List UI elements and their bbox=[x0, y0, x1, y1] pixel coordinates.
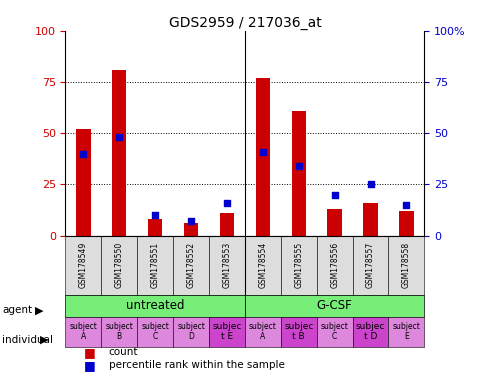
Bar bbox=[244, 317, 280, 347]
Bar bbox=[65, 235, 101, 295]
Point bbox=[151, 212, 159, 218]
Text: subject
C: subject C bbox=[320, 322, 348, 341]
Bar bbox=[388, 317, 424, 347]
Text: GSM178557: GSM178557 bbox=[365, 242, 374, 288]
Text: GSM178553: GSM178553 bbox=[222, 242, 231, 288]
Point bbox=[187, 218, 195, 224]
Point bbox=[115, 134, 123, 140]
Bar bbox=[209, 317, 244, 347]
Bar bbox=[65, 295, 244, 317]
Bar bbox=[244, 235, 280, 295]
Point bbox=[366, 181, 374, 187]
Point bbox=[294, 163, 302, 169]
Text: subject
B: subject B bbox=[105, 322, 133, 341]
Text: GSM178556: GSM178556 bbox=[330, 242, 338, 288]
Bar bbox=[101, 317, 137, 347]
Bar bbox=[76, 129, 91, 235]
Text: ▶: ▶ bbox=[35, 305, 44, 315]
Bar bbox=[209, 235, 244, 295]
Text: GSM178551: GSM178551 bbox=[151, 242, 159, 288]
Text: subject
D: subject D bbox=[177, 322, 205, 341]
Bar bbox=[352, 317, 388, 347]
Point bbox=[258, 149, 266, 155]
Bar bbox=[398, 211, 413, 235]
Bar bbox=[148, 219, 162, 235]
Bar bbox=[280, 317, 316, 347]
Point bbox=[79, 151, 87, 157]
Point bbox=[223, 200, 230, 206]
Bar bbox=[173, 235, 209, 295]
Text: subject
C: subject C bbox=[141, 322, 169, 341]
Text: ■: ■ bbox=[83, 359, 95, 372]
Bar bbox=[219, 213, 234, 235]
Bar bbox=[327, 209, 341, 235]
Bar bbox=[65, 317, 101, 347]
Bar bbox=[255, 78, 270, 235]
Text: ▶: ▶ bbox=[40, 335, 48, 345]
Bar bbox=[363, 203, 377, 235]
Text: GSM178552: GSM178552 bbox=[186, 242, 195, 288]
Text: subject
A: subject A bbox=[248, 322, 276, 341]
Text: count: count bbox=[108, 347, 138, 357]
Text: untreated: untreated bbox=[126, 299, 184, 312]
Bar bbox=[112, 70, 126, 235]
Bar bbox=[316, 235, 352, 295]
Bar bbox=[137, 235, 173, 295]
Text: G-CSF: G-CSF bbox=[316, 299, 352, 312]
Text: individual: individual bbox=[2, 335, 53, 345]
Text: percentile rank within the sample: percentile rank within the sample bbox=[108, 360, 284, 370]
Text: GSM178558: GSM178558 bbox=[401, 242, 410, 288]
Bar bbox=[137, 317, 173, 347]
Text: subjec
t B: subjec t B bbox=[284, 322, 313, 341]
Bar bbox=[291, 111, 305, 235]
Bar bbox=[244, 295, 424, 317]
Text: GSM178549: GSM178549 bbox=[79, 242, 88, 288]
Text: GSM178555: GSM178555 bbox=[294, 242, 302, 288]
Title: GDS2959 / 217036_at: GDS2959 / 217036_at bbox=[168, 16, 320, 30]
Text: subject
E: subject E bbox=[392, 322, 420, 341]
Bar bbox=[183, 223, 198, 235]
Bar bbox=[388, 235, 424, 295]
Bar bbox=[316, 317, 352, 347]
Point bbox=[402, 202, 409, 208]
Bar bbox=[101, 235, 137, 295]
Point bbox=[330, 192, 338, 198]
Text: ■: ■ bbox=[83, 346, 95, 359]
Bar bbox=[352, 235, 388, 295]
Text: subjec
t D: subjec t D bbox=[355, 322, 384, 341]
Text: GSM178554: GSM178554 bbox=[258, 242, 267, 288]
Text: GSM178550: GSM178550 bbox=[115, 242, 123, 288]
Bar bbox=[173, 317, 209, 347]
Text: agent: agent bbox=[2, 305, 32, 315]
Text: subjec
t E: subjec t E bbox=[212, 322, 241, 341]
Bar bbox=[280, 235, 316, 295]
Text: subject
A: subject A bbox=[69, 322, 97, 341]
